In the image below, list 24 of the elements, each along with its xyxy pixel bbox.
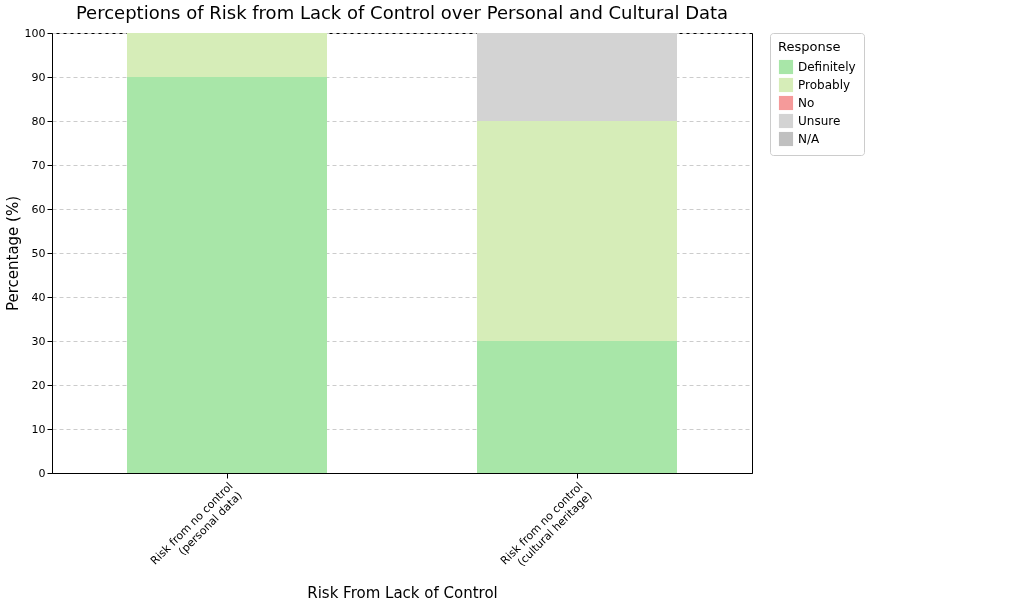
legend-label: Definitely (798, 60, 856, 74)
y-tick-label: 70 (31, 158, 46, 172)
legend-label: No (798, 96, 815, 110)
legend-label: Probably (798, 78, 851, 92)
legend-label: Unsure (798, 114, 841, 128)
bar (477, 341, 677, 473)
y-tick-label: 60 (31, 202, 46, 216)
y-axis-title: Percentage (%) (3, 195, 22, 312)
bar (127, 77, 327, 473)
y-tick-label: 40 (31, 290, 46, 304)
y-tick-label: 10 (31, 422, 46, 436)
x-axis-title: Risk From Lack of Control (307, 583, 498, 602)
bar (127, 33, 327, 77)
y-tick-label: 100 (24, 26, 46, 40)
y-tick-label: 20 (31, 378, 46, 392)
legend-title: Response (778, 39, 841, 54)
y-tick-label: 80 (31, 114, 46, 128)
y-tick-label: 90 (31, 70, 46, 84)
y-tick-label: 50 (31, 246, 46, 260)
legend-label: N/A (798, 132, 821, 146)
y-tick-label: 30 (31, 334, 46, 348)
chart-title: Perceptions of Risk from Lack of Control over Personal and Cultural Data (75, 2, 729, 23)
bar (477, 121, 677, 341)
y-tick-label: 0 (38, 466, 46, 480)
